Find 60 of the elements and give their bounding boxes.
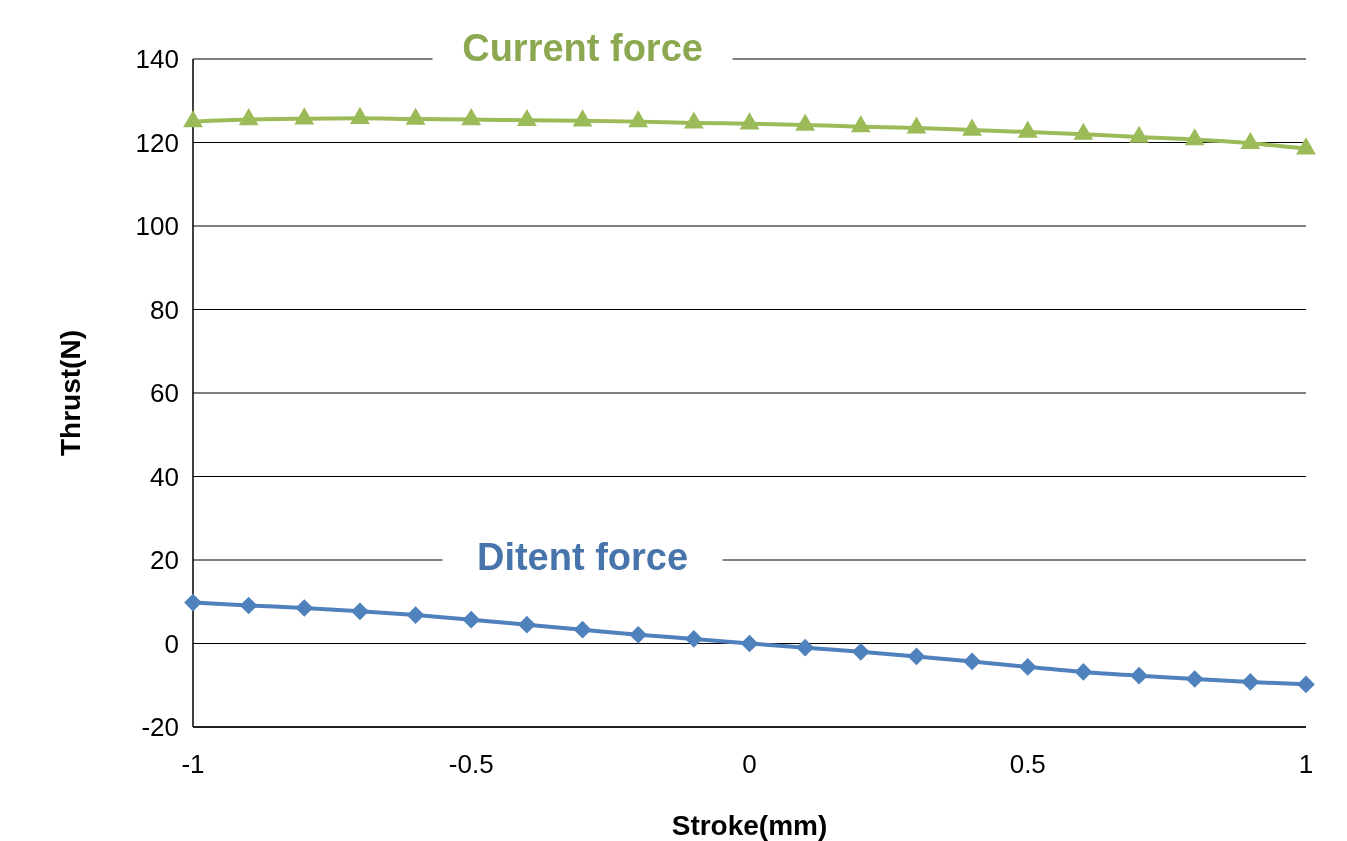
y-tick-label: 80 xyxy=(150,294,179,325)
point xyxy=(518,615,536,634)
point xyxy=(1184,128,1205,146)
point xyxy=(1017,120,1038,138)
point xyxy=(572,109,593,127)
y-tick-label: 140 xyxy=(135,44,179,75)
point xyxy=(350,106,370,125)
point xyxy=(1297,675,1315,694)
point xyxy=(184,593,202,612)
y-tick-label: 0 xyxy=(164,628,179,659)
y-tick-label: 20 xyxy=(150,545,179,576)
point xyxy=(795,113,816,131)
point xyxy=(238,108,259,126)
y-axis-title: Thrust(N) xyxy=(55,330,86,456)
x-tick-label: 0 xyxy=(742,749,757,779)
point xyxy=(906,116,927,134)
point xyxy=(1129,125,1149,143)
y-tick-label: -20 xyxy=(141,712,179,743)
point xyxy=(1130,666,1148,685)
point xyxy=(295,599,314,617)
point xyxy=(461,108,482,126)
point xyxy=(1241,673,1260,691)
y-tick-label: 120 xyxy=(135,127,179,158)
point xyxy=(406,606,425,624)
point xyxy=(683,111,704,129)
y-tick-label: 60 xyxy=(150,378,179,409)
point xyxy=(629,625,648,644)
x-tick-label: 0.5 xyxy=(1009,749,1046,779)
point xyxy=(351,602,369,621)
point xyxy=(1185,670,1204,688)
point xyxy=(573,620,592,639)
point xyxy=(963,652,981,671)
y-tick-label: 40 xyxy=(150,461,179,492)
point xyxy=(796,638,815,657)
point xyxy=(294,107,315,125)
x-axis-title: Stroke(mm) xyxy=(671,810,828,841)
point xyxy=(239,596,258,615)
point xyxy=(516,108,537,127)
point xyxy=(962,118,983,136)
point xyxy=(1018,658,1037,676)
point xyxy=(1296,137,1316,155)
series-label: Ditent force xyxy=(476,535,689,578)
point xyxy=(462,610,481,629)
point xyxy=(684,630,703,648)
point xyxy=(1073,122,1094,140)
point xyxy=(1074,663,1093,681)
point xyxy=(628,110,649,128)
point xyxy=(1240,131,1261,150)
x-tick-label: -0.5 xyxy=(448,749,494,779)
point xyxy=(740,634,759,653)
x-tick-label: -1 xyxy=(181,749,205,779)
point xyxy=(183,110,203,128)
y-tick-label: 100 xyxy=(135,211,179,242)
x-tick-label: 1 xyxy=(1298,749,1314,779)
point xyxy=(851,642,870,661)
point xyxy=(739,112,760,130)
point xyxy=(850,115,871,133)
point xyxy=(907,647,926,666)
series-label: Current force xyxy=(462,26,703,69)
point xyxy=(405,107,426,125)
